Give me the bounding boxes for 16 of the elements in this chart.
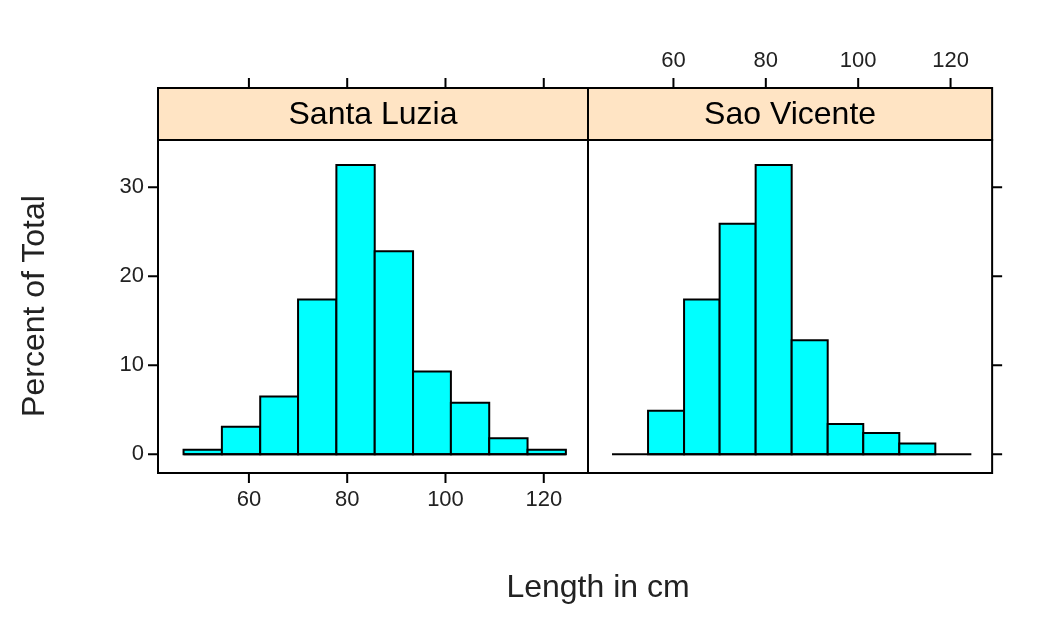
x-tick-label: 80 bbox=[334, 486, 360, 512]
x-tick-label: 100 bbox=[839, 46, 877, 72]
x-tick-label: 80 bbox=[753, 46, 779, 72]
x-tick-label: 120 bbox=[525, 486, 563, 512]
x-tick-label: 60 bbox=[661, 46, 686, 72]
y-tick-label: 0 bbox=[131, 440, 144, 466]
x-tick-label: 100 bbox=[427, 486, 464, 512]
chart-title: Santa Luzia bbox=[288, 94, 458, 131]
x-tick-label: 60 bbox=[236, 486, 262, 512]
y-tick-label: 20 bbox=[119, 262, 144, 288]
y-tick-label: 30 bbox=[119, 173, 144, 199]
x-axis-title: Length in cm bbox=[506, 568, 690, 605]
y-tick-label: 10 bbox=[119, 351, 144, 377]
y-axis-title: Percent of Total bbox=[14, 195, 52, 417]
x-tick-label: 120 bbox=[932, 46, 969, 72]
chart-title: Sao Vicente bbox=[704, 94, 877, 131]
